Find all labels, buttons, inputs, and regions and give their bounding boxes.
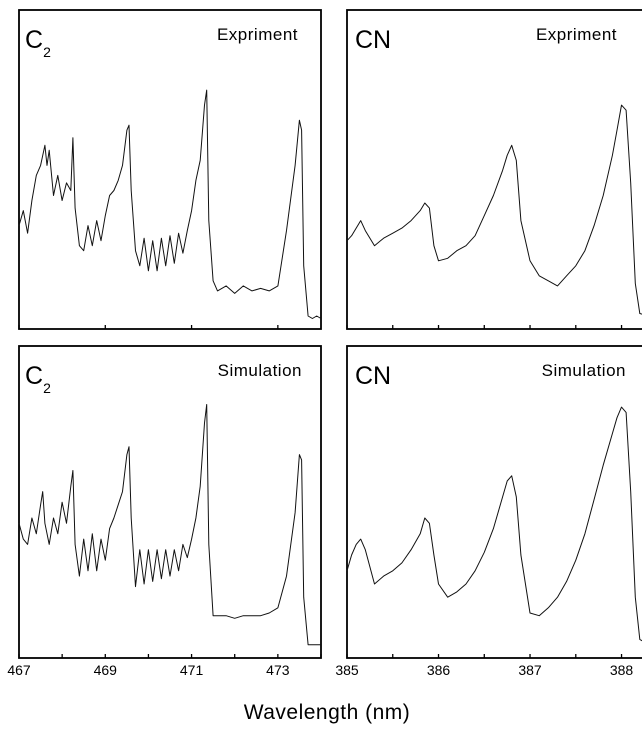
spectrum-trace [346,104,642,315]
x-tick-label: 473 [266,662,290,678]
plot-frame [346,345,642,659]
x-tick-label: 471 [180,662,204,678]
panel-cn-simulation: CN Simulation 385 386 387 388 [335,345,642,678]
spectrum-trace [346,406,642,642]
panel-c2-expriment: C2 Expriment [18,9,322,330]
spectrum-trace [18,404,321,646]
x-tick-label: 467 [7,662,31,678]
species-label: C2 [25,26,51,60]
plot-frame [18,9,322,330]
panel-tag-simulation: Simulation [218,361,302,380]
species-label: CN [355,26,391,54]
plot-frame [346,9,642,330]
x-tick-label: 469 [94,662,118,678]
x-tick-label: 387 [518,662,542,678]
x-tick-label: 385 [335,662,359,678]
panel-c2-simulation: C2 Simulation 467 469 471 473 [7,345,322,678]
x-ticks [346,325,623,329]
x-tick-label: 386 [427,662,451,678]
x-axis-title: Wavelength (nm) [244,701,411,724]
panel-tag-expriment: Expriment [536,25,617,44]
spectrum-trace [18,89,322,319]
species-label: C2 [25,362,51,396]
x-ticks: 467 469 471 473 [7,654,322,678]
panel-tag-expriment: Expriment [217,25,298,44]
x-tick-label: 388 [610,662,634,678]
x-ticks [18,325,279,329]
panel-tag-simulation: Simulation [542,361,626,380]
x-ticks: 385 386 387 388 [335,654,633,678]
species-label: CN [355,362,391,390]
panel-cn-expriment: CN Expriment [346,9,642,330]
plot-frame [18,345,322,659]
